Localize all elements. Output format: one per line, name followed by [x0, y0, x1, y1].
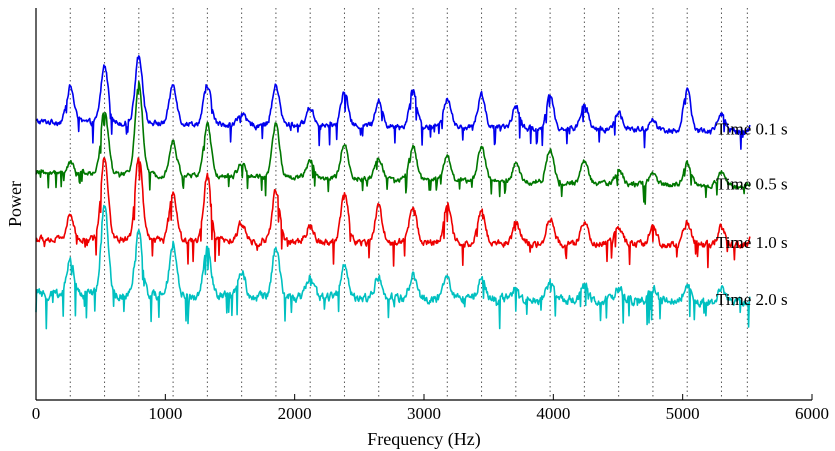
series-line-0: [35, 55, 751, 150]
series-label-3: Time 2.0 s: [716, 290, 788, 309]
series-label-1: Time 0.5 s: [716, 174, 788, 193]
series-lines: [35, 55, 751, 330]
series-label-2: Time 1.0 s: [716, 233, 788, 252]
x-axis-label: Frequency (Hz): [367, 429, 480, 450]
x-tick-label-2000: 2000: [278, 404, 312, 423]
series-label-0: Time 0.1 s: [716, 120, 788, 139]
series-line-3: [35, 204, 751, 330]
x-ticks: 0 1000 2000 3000 4000 5000 6000: [32, 394, 829, 423]
series-labels: Time 0.1 s Time 0.5 s Time 1.0 s Time 2.0 s: [716, 120, 788, 310]
x-tick-label-1000: 1000: [148, 404, 182, 423]
axes: [35, 8, 812, 401]
x-tick-label-0: 0: [32, 404, 41, 423]
x-tick-label-3000: 3000: [407, 404, 441, 423]
series-line-1: [35, 80, 751, 205]
x-tick-label-6000: 6000: [795, 404, 829, 423]
x-tick-label-5000: 5000: [666, 404, 700, 423]
series-line-2: [35, 157, 751, 269]
x-tick-label-4000: 4000: [536, 404, 570, 423]
y-axis-label: Power: [5, 181, 25, 227]
